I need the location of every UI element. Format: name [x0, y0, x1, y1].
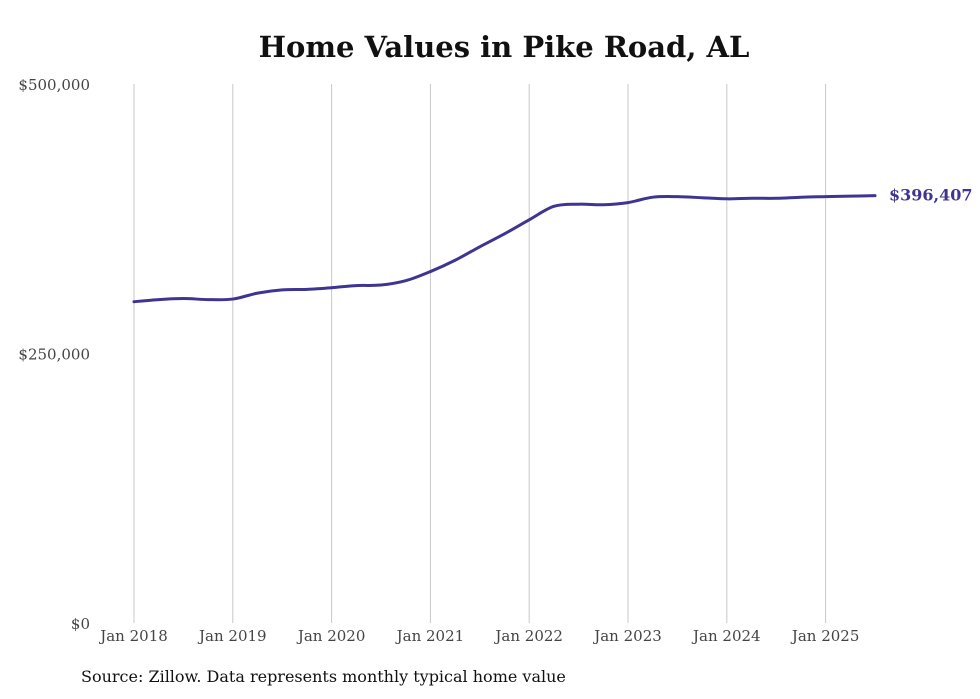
x-tick-label: Jan 2024 [691, 627, 761, 645]
x-tick-label: Jan 2018 [98, 627, 168, 645]
series-line [132, 194, 877, 304]
y-axis: $0 $250,000 $500,000 [18, 76, 90, 633]
y-tick-label: $0 [71, 615, 90, 633]
y-tick-label: $500,000 [18, 76, 90, 94]
x-axis: Jan 2018 Jan 2019 Jan 2020 Jan 2021 Jan 2022… [98, 627, 859, 645]
x-tick-label: Jan 2021 [395, 627, 465, 645]
x-tick-label: Jan 2025 [790, 627, 860, 645]
end-value-label: $396,407 [889, 186, 973, 205]
x-tick-label: Jan 2020 [296, 627, 366, 645]
x-tick-label: Jan 2022 [493, 627, 563, 645]
y-tick-label: $250,000 [18, 346, 90, 364]
grid-layer [133, 84, 827, 623]
x-tick-label: Jan 2019 [197, 627, 267, 645]
series-layer [132, 194, 877, 304]
source-note: Source: Zillow. Data represents monthly … [81, 667, 566, 686]
chart-title: Home Values in Pike Road, AL [258, 30, 750, 64]
x-tick-label: Jan 2023 [592, 627, 662, 645]
